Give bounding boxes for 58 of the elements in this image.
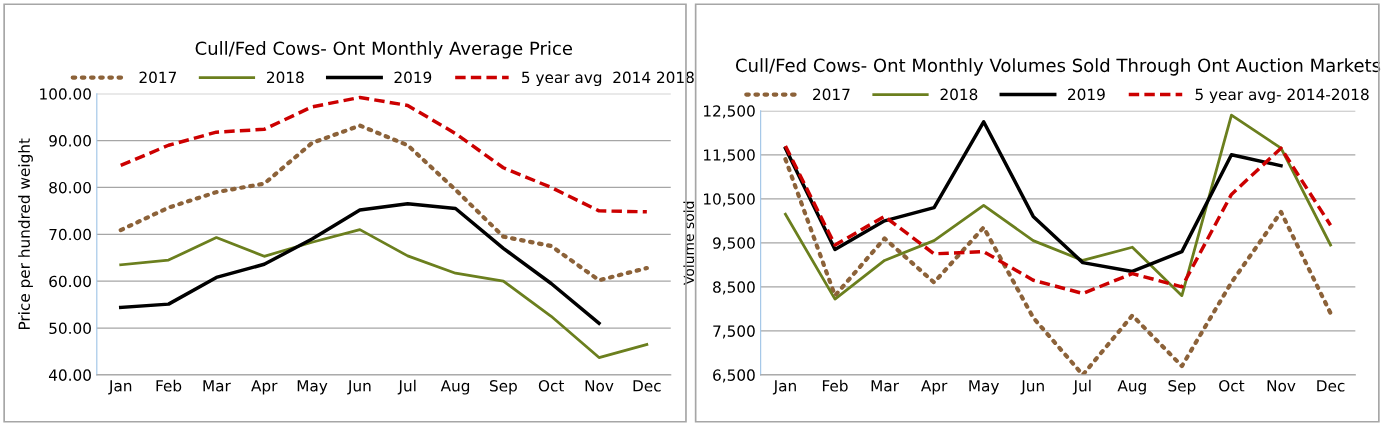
legend-label: 5 year avg 2014 2018 [522,71,694,87]
x-tick-label: Mar [203,380,231,392]
x-tick-label: Jan [772,380,796,395]
x-tick-label: Jun [347,380,371,395]
line-series [118,95,649,214]
line-series [118,202,601,326]
chart-title: Cull/Fed Cows- Ont Monthly Volumes Sold Through Ont Auction Markets [735,58,1381,76]
y-tick-label: 10,500 [704,193,755,207]
x-tick-label: Sep [489,380,517,395]
legend-label: 2018 [940,88,978,101]
x-tick-label: Aug [440,380,470,395]
line-series [783,157,1333,375]
legend-label: 2019 [1068,88,1105,101]
x-tick-label: Aug [1117,380,1146,395]
y-tick-label: 70.00 [49,228,91,241]
y-tick-label: 40.00 [48,369,91,381]
x-tick-label: May [297,380,328,395]
y-tick-label: 7,500 [713,325,755,339]
x-tick-label: Nov [585,380,614,392]
x-tick-label: Dec [1317,380,1345,392]
x-tick-label: Sep [1168,380,1196,395]
y-tick-label: 50.00 [49,322,91,335]
x-tick-label: Nov [1267,380,1296,392]
x-tick-label: Jul [1072,379,1091,395]
x-tick-label: May [969,380,999,395]
x-tick-label: Jul [397,379,416,395]
y-tick-label: 9,500 [713,237,755,251]
x-tick-label: Apr [251,380,278,395]
y-axis-title: Volume sold [683,201,695,285]
y-tick-label: 11,500 [704,149,755,163]
line-series [118,123,649,283]
x-tick-label: Apr [921,380,948,395]
y-tick-label: 90.00 [49,135,91,147]
legend-label: 2018 [267,71,304,84]
x-tick-label: Jan [108,380,132,395]
line-series [119,228,649,359]
x-tick-label: Feb [156,379,182,392]
y-tick-label: 12,500 [704,105,755,119]
line-series [784,113,1332,301]
y-tick-label: 8,500 [713,281,755,295]
x-tick-label: Feb [822,379,848,392]
y-tick-label: 60.00 [49,275,91,288]
x-tick-label: Jun [1020,380,1044,395]
line-series [783,144,1333,296]
x-tick-label: Mar [871,380,899,392]
y-tick-label: 80.00 [49,181,91,194]
x-tick-label: Oct [538,380,565,392]
line-series [783,120,1283,274]
x-tick-label: Dec [633,380,661,392]
y-tick-label: 100.00 [40,88,91,100]
legend-label: 2017 [139,71,176,84]
y-tick-label: 6,500 [713,369,755,383]
y-axis-title: Price per hundred weight [18,138,33,330]
x-tick-label: Oct [1219,380,1245,392]
legend-label: 5 year avg- 2014-2018 [1195,88,1369,104]
legend-label: 2019 [394,71,432,84]
legend-label: 2017 [813,88,850,101]
chart-title: Cull/Fed Cows- Ont Monthly Average Price [195,41,573,59]
